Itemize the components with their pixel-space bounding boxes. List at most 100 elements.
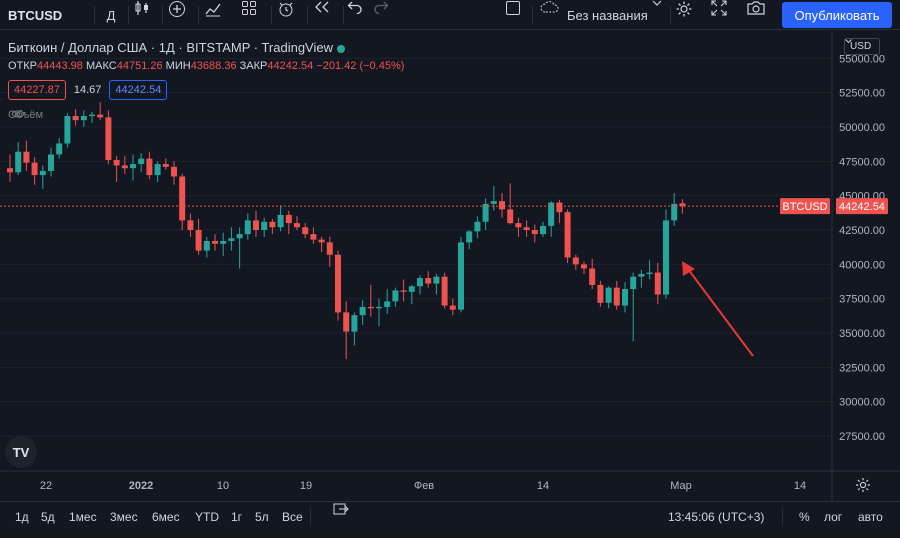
chart-legend-title: Биткоин / Доллар США · 1Д · BITSTAMP · T… (8, 40, 345, 55)
candle-body (48, 154, 54, 171)
candle-body (466, 231, 473, 243)
candle-body (548, 202, 555, 226)
bottom-divider (310, 508, 311, 525)
redo-icon[interactable] (373, 0, 395, 30)
time-tick-label: 19 (300, 480, 312, 492)
replay-icon[interactable] (313, 0, 337, 30)
candle-body (408, 286, 415, 292)
range-5y[interactable]: 5л (255, 509, 269, 524)
candle-body (581, 264, 587, 269)
candle-body (220, 240, 227, 244)
spread-value: 14.67 (73, 84, 102, 96)
range-1y[interactable]: 1г (231, 509, 243, 524)
buy-button[interactable]: 44242.54 (109, 80, 168, 100)
price-tick-label: 55000.00 (839, 53, 885, 65)
log-toggle[interactable]: лог (824, 509, 843, 524)
price-axis[interactable]: 55000.0052500.0050000.0047500.0045000.00… (780, 31, 900, 501)
publish-button[interactable]: Опубликовать (782, 2, 892, 28)
chart-grid (0, 57, 832, 437)
undo-icon[interactable] (347, 0, 369, 30)
range-all[interactable]: Все (282, 509, 303, 524)
ohlc-legend: ОТКР44443.98 МАКС44751.26 МИН43688.36 ЗА… (8, 60, 404, 72)
candle-body (564, 212, 571, 258)
chart-area[interactable]: 55000.00 52500.00 50000.00 47500.00 45000.00… (0, 31, 900, 501)
toolbar-divider (670, 6, 671, 24)
camera-icon[interactable] (746, 0, 770, 30)
tradingview-logo[interactable]: TV (5, 436, 37, 468)
toolbar-divider (94, 6, 95, 24)
candle-body (572, 257, 579, 265)
candle-body (474, 221, 481, 232)
legend-title-text: Биткоин / Доллар США · 1Д · BITSTAMP · T… (8, 40, 333, 55)
time-axis-background (0, 471, 900, 501)
candle-body (400, 290, 407, 292)
toolbar-divider (162, 6, 163, 24)
currency-selector[interactable]: USD (844, 38, 880, 55)
candle-body (294, 223, 300, 228)
volume-legend: Объём (8, 109, 43, 121)
fullscreen-icon[interactable] (711, 0, 735, 30)
clock-time[interactable]: 13:45:06 (UTC+3) (668, 509, 765, 524)
currency-label: USD (850, 41, 872, 52)
fullscreen-square-icon[interactable] (505, 0, 527, 30)
range-ytd[interactable]: YTD (195, 509, 219, 524)
auto-toggle[interactable]: авто (858, 509, 883, 524)
sell-button[interactable]: 44227.87 (8, 80, 66, 100)
candle-body (663, 220, 669, 295)
toolbar-divider (532, 6, 533, 24)
open-value: 44443.98 (37, 60, 83, 72)
candle-body (335, 254, 341, 313)
time-tick-label: 14 (537, 480, 549, 492)
candle-body (285, 214, 292, 224)
candle-body (253, 220, 259, 230)
indicators-icon[interactable] (204, 0, 228, 30)
range-5d[interactable]: 5д (41, 509, 55, 524)
range-6m[interactable]: 6мес (152, 509, 180, 524)
candle-body (630, 276, 637, 290)
price-axis-background (832, 31, 900, 501)
candle-series (7, 102, 686, 360)
eye-icon[interactable] (11, 109, 25, 119)
time-tick-label: 14 (794, 480, 806, 492)
candle-body (679, 203, 686, 207)
add-indicator-icon[interactable] (168, 0, 192, 30)
candle-body (15, 151, 22, 173)
toolbar-divider (343, 6, 344, 24)
range-3m[interactable]: 3мес (110, 509, 138, 524)
candle-body (326, 242, 333, 255)
candle-body (130, 164, 136, 169)
alert-icon[interactable] (277, 0, 301, 30)
candle-body (671, 203, 678, 221)
toolbar-divider (271, 6, 272, 24)
bottom-toolbar: 1д 5д 1мес 3мес 6мес YTD 1г 5л Все 13:45… (0, 501, 900, 538)
candle-body (154, 164, 161, 176)
candle-body (203, 240, 210, 251)
range-1d[interactable]: 1д (15, 509, 29, 524)
candlestick-chart[interactable]: 55000.0052500.0050000.0047500.0045000.00… (0, 31, 900, 501)
time-axis[interactable]: 22 2022 10 19 Фев 14 Мар 14 (0, 31, 900, 501)
price-tick-label: 35000.00 (839, 328, 885, 340)
candle-body (171, 166, 177, 177)
candle-body (72, 116, 79, 121)
layout-name[interactable]: Без названия (567, 7, 648, 23)
price-tick-label: 42500.00 (839, 225, 885, 237)
templates-icon[interactable] (241, 0, 265, 30)
open-label: ОТКР (8, 60, 38, 72)
candle-body (343, 312, 350, 332)
symbol-search[interactable]: BTCUSD (8, 7, 63, 23)
interval-selector[interactable]: Д (106, 7, 116, 23)
candle-body (105, 117, 112, 160)
close-value: 44242.54 (267, 60, 314, 72)
candle-style-icon[interactable] (134, 0, 158, 30)
price-tick-label: 52500.00 (839, 88, 885, 100)
candle-body (56, 143, 63, 155)
candle-body (302, 227, 309, 235)
range-1m[interactable]: 1мес (69, 509, 97, 524)
percent-toggle[interactable]: % (799, 509, 810, 524)
last-price-tag (836, 198, 888, 215)
chevron-down-icon[interactable] (652, 0, 666, 30)
candle-body (80, 116, 87, 121)
candle-body (589, 268, 596, 285)
gear-icon[interactable] (675, 0, 699, 30)
price-tick-label: 27500.00 (839, 431, 885, 443)
